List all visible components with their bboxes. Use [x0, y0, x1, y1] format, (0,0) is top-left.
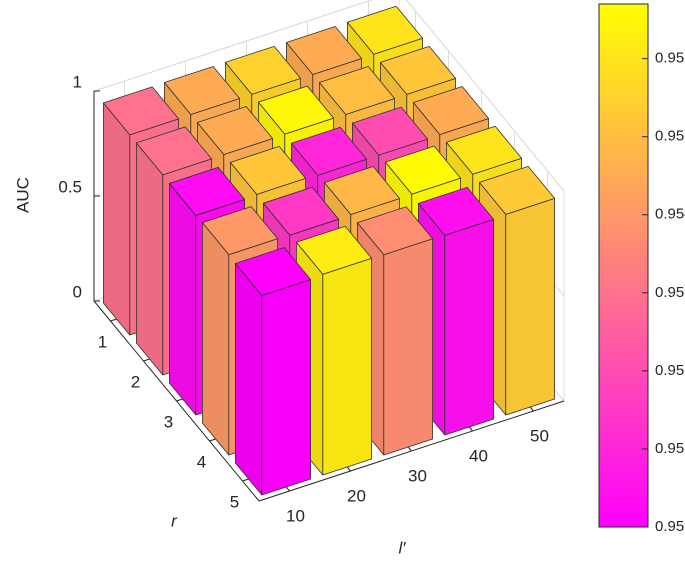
bar-top-face — [318, 66, 396, 115]
bar-top-face — [351, 106, 429, 156]
bar-front-face — [444, 219, 495, 436]
bar-top-face — [229, 146, 307, 195]
bar-front-face — [383, 238, 434, 456]
x-tick-label: 40 — [469, 446, 488, 465]
bar — [234, 247, 312, 496]
y-tick — [209, 438, 216, 442]
bar-top-face — [323, 166, 401, 215]
bar-side-face — [234, 263, 263, 496]
bar-front-face — [261, 279, 312, 496]
bar-top-face — [262, 186, 340, 236]
bar — [478, 165, 555, 416]
bar-top-face — [384, 145, 462, 195]
bar-top-face — [412, 86, 490, 135]
bar-top-face — [257, 85, 335, 135]
bar-side-face — [201, 222, 230, 456]
bar-top-face — [234, 247, 312, 296]
bar-top-face — [285, 26, 363, 75]
bar-top-face — [445, 125, 522, 175]
bar-top-face — [379, 46, 457, 95]
bar-top-face — [224, 45, 302, 95]
x-tick — [346, 466, 351, 472]
x-tick — [468, 426, 473, 432]
bar-front-face — [322, 257, 373, 476]
x-tick-label: 10 — [286, 506, 305, 525]
bar-top-face — [201, 206, 279, 256]
colorbar-tick-label: 0.953 — [655, 284, 685, 301]
y-tick — [110, 318, 117, 322]
bar-side-face — [135, 142, 164, 376]
bar-top-face — [103, 86, 180, 136]
colorbar-tick-label: 0.95 — [655, 518, 684, 535]
y-tick-label: 1 — [98, 332, 107, 351]
z-tick-label: 0 — [73, 282, 82, 301]
bar-top-face — [295, 225, 373, 275]
bar-top-face — [196, 106, 274, 155]
x-axis-label: l′ — [399, 538, 407, 557]
bar-top-face — [168, 167, 246, 216]
y-tick — [242, 478, 249, 482]
x-tick — [529, 406, 534, 412]
y-tick-label: 4 — [197, 452, 206, 471]
x-tick-label: 30 — [408, 466, 427, 485]
y-tick-label: 2 — [131, 372, 140, 391]
bar-top-face — [290, 126, 368, 176]
z-axis-label: AUC — [13, 177, 32, 213]
x-tick-label: 20 — [347, 486, 366, 505]
x-tick — [285, 486, 290, 492]
y-tick-label: 3 — [164, 412, 173, 431]
bar-top-face — [478, 165, 555, 215]
bar-front-face — [505, 197, 555, 416]
colorbar-tick-label: 0.955 — [655, 128, 685, 145]
bar-side-face — [103, 102, 131, 336]
x-tick — [407, 446, 412, 452]
y-tick-label: 5 — [230, 492, 239, 511]
colorbar-tick-label: 0.954 — [655, 206, 685, 223]
y-tick — [176, 398, 183, 402]
colorbar-tick-label: 0.956 — [655, 50, 685, 67]
bar-top-face — [163, 66, 241, 115]
y-tick — [143, 358, 150, 362]
x-tick-label: 50 — [530, 426, 549, 445]
bar-top-face — [135, 126, 213, 176]
z-tick-label: 1 — [73, 72, 82, 91]
bar-top-face — [417, 187, 495, 236]
colorbar-tick-label: 0.951 — [655, 440, 685, 457]
bar-top-face — [346, 5, 424, 55]
z-tick-label: 0.5 — [58, 177, 82, 196]
y-axis-label: r — [171, 511, 178, 530]
bar-top-face — [356, 206, 434, 256]
bar-side-face — [168, 183, 197, 416]
colorbar-tick-label: 0.952 — [655, 362, 685, 379]
colorbar — [598, 3, 649, 528]
